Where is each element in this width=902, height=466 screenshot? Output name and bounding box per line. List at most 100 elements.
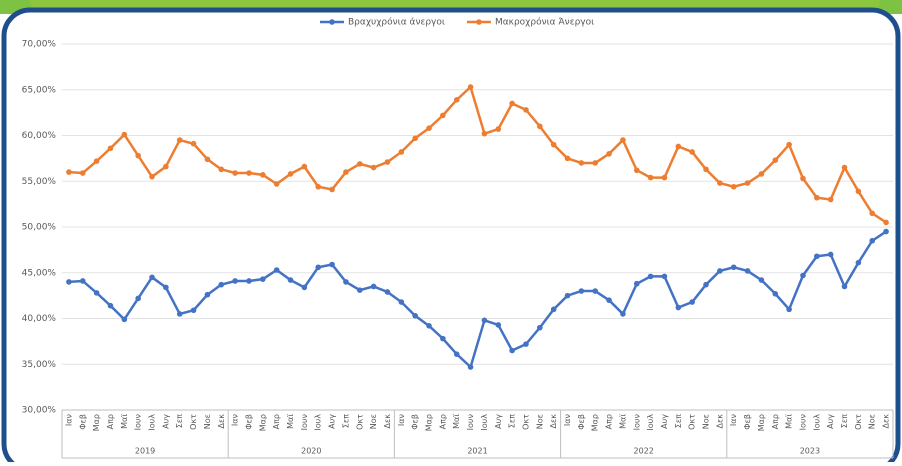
point bbox=[772, 290, 779, 297]
point bbox=[370, 164, 377, 171]
point bbox=[370, 283, 377, 290]
point bbox=[800, 272, 806, 279]
x-tick-label: Ιαν bbox=[231, 413, 240, 426]
point bbox=[287, 277, 294, 283]
point bbox=[523, 341, 529, 347]
point bbox=[717, 180, 723, 186]
point bbox=[550, 141, 557, 148]
point bbox=[495, 322, 502, 328]
point bbox=[343, 169, 349, 175]
point bbox=[869, 237, 876, 244]
point bbox=[315, 183, 322, 190]
point bbox=[827, 251, 834, 258]
point bbox=[578, 288, 585, 294]
point bbox=[93, 158, 100, 164]
point bbox=[246, 170, 252, 176]
point bbox=[689, 149, 695, 155]
point bbox=[578, 160, 585, 166]
legend-label: Βραχυχρόνια άνεργοι bbox=[348, 17, 445, 28]
x-tick-label: Αυγ bbox=[826, 414, 835, 429]
point bbox=[689, 299, 695, 305]
point bbox=[149, 173, 155, 180]
point bbox=[772, 157, 779, 164]
x-tick-label: Σεπ bbox=[674, 414, 683, 428]
point bbox=[329, 261, 335, 268]
point bbox=[79, 278, 86, 284]
point bbox=[633, 167, 640, 174]
x-tick-label: Νοε bbox=[868, 414, 877, 429]
x-tick-label: Σεπ bbox=[508, 414, 517, 428]
x-tick-label: Σεπ bbox=[175, 414, 184, 428]
point bbox=[633, 280, 640, 287]
point bbox=[703, 166, 709, 173]
x-tick-label: Αυγ bbox=[494, 414, 503, 429]
x-tick-label: Δεκ bbox=[383, 414, 392, 429]
x-tick-label: Ιουν bbox=[300, 413, 309, 430]
x-tick-label: Μαρ bbox=[258, 414, 267, 431]
x-tick-label: Οκτ bbox=[189, 414, 198, 430]
x-tick-label: Ιουλ bbox=[646, 414, 655, 431]
x-tick-label: Ιουν bbox=[466, 413, 475, 430]
point bbox=[301, 284, 308, 291]
y-tick-label: 30,00% bbox=[22, 406, 57, 416]
x-tick-label: Νοε bbox=[702, 414, 711, 429]
point bbox=[356, 161, 363, 167]
point bbox=[135, 295, 141, 302]
point bbox=[606, 151, 612, 157]
point bbox=[869, 210, 876, 217]
x-tick-label: Μαρ bbox=[425, 414, 434, 431]
x-tick-label: Μαϊ bbox=[286, 414, 295, 429]
point bbox=[703, 281, 709, 288]
point bbox=[620, 311, 626, 317]
point bbox=[592, 160, 599, 166]
x-tick-label: Φεβ bbox=[244, 414, 253, 430]
legend-dot bbox=[329, 19, 335, 25]
point bbox=[440, 112, 446, 119]
point bbox=[786, 306, 792, 313]
x-tick-label: Μαρ bbox=[591, 414, 600, 431]
x-tick-label: Νοε bbox=[203, 414, 212, 429]
point bbox=[218, 166, 225, 173]
point bbox=[814, 194, 820, 201]
point bbox=[647, 174, 654, 181]
point bbox=[744, 268, 751, 274]
point bbox=[675, 143, 682, 150]
point bbox=[841, 283, 848, 290]
x-tick-label: Μαϊ bbox=[120, 414, 129, 429]
point bbox=[758, 171, 765, 177]
x-tick-label: Δεκ bbox=[217, 414, 226, 429]
point bbox=[620, 137, 626, 143]
point bbox=[79, 170, 86, 176]
point bbox=[384, 289, 391, 295]
x-tick-label: Φεβ bbox=[411, 414, 420, 430]
point bbox=[398, 299, 405, 305]
y-tick-label: 65,00% bbox=[22, 85, 57, 95]
x-tick-label: Ιουν bbox=[134, 413, 143, 430]
point bbox=[647, 273, 654, 280]
point bbox=[356, 287, 363, 293]
point bbox=[467, 84, 474, 90]
point bbox=[855, 259, 862, 266]
point bbox=[190, 140, 197, 147]
y-tick-label: 60,00% bbox=[22, 131, 57, 141]
x-tick-label: Φεβ bbox=[577, 414, 586, 430]
point bbox=[453, 351, 460, 357]
x-tick-label: Δεκ bbox=[549, 414, 558, 429]
point bbox=[564, 292, 571, 299]
point bbox=[384, 159, 391, 165]
point bbox=[121, 316, 128, 323]
x-tick-label: Μαρ bbox=[92, 414, 101, 431]
point bbox=[287, 171, 294, 177]
point bbox=[426, 323, 432, 329]
point bbox=[481, 317, 488, 324]
x-tick-label: Ιουλ bbox=[480, 414, 489, 431]
x-tick-label: Δεκ bbox=[715, 414, 724, 429]
point bbox=[176, 137, 183, 143]
point bbox=[135, 152, 141, 159]
point bbox=[232, 278, 238, 284]
point bbox=[66, 169, 72, 175]
point bbox=[301, 163, 308, 170]
x-tick-label: Αυγ bbox=[660, 414, 669, 429]
point bbox=[744, 180, 751, 186]
